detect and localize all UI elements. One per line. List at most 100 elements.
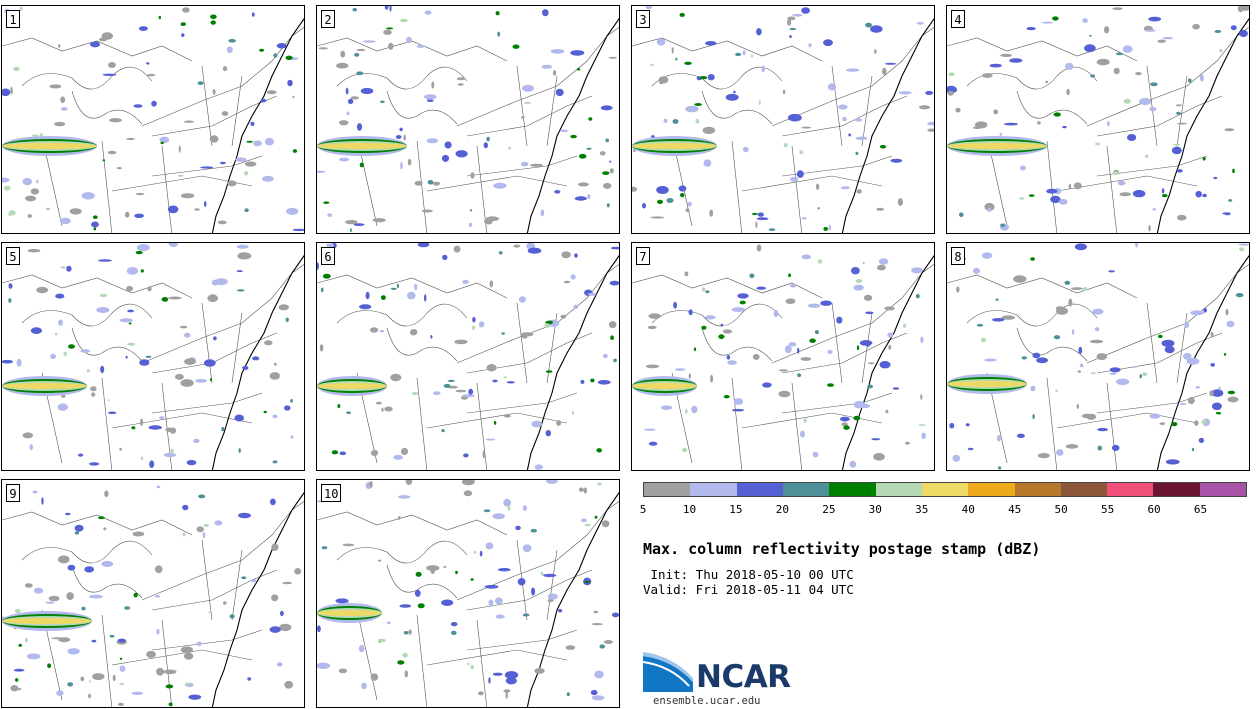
echo-blob <box>360 87 374 95</box>
echo-blob <box>1162 194 1168 198</box>
member-number-label: 8 <box>951 247 965 265</box>
echo-blob <box>558 609 563 613</box>
reflectivity-map <box>317 480 619 707</box>
echo-blob <box>755 221 758 228</box>
echo-blob <box>762 382 772 388</box>
echo-blob <box>921 432 926 439</box>
echo-blob <box>131 426 136 430</box>
echo-blob <box>756 244 762 252</box>
echo-blob <box>594 670 604 679</box>
echo-blob <box>1175 104 1182 107</box>
echo-blob <box>671 47 674 54</box>
echo-blob <box>269 626 281 633</box>
echo-blob <box>159 416 165 420</box>
echo-blob <box>244 161 257 167</box>
echo-blob <box>116 167 122 170</box>
echo-blob <box>101 32 114 40</box>
echo-blob <box>486 364 497 372</box>
echo-blob <box>1081 413 1093 419</box>
echo-blob <box>1188 78 1192 83</box>
echo-blob <box>1084 44 1096 53</box>
echo-blob <box>1239 29 1248 38</box>
echo-blob <box>1203 307 1207 313</box>
echo-blob <box>1165 459 1180 465</box>
echo-blob <box>405 480 413 485</box>
echo-blob <box>145 355 152 358</box>
echo-blob <box>534 668 545 674</box>
echo-blob <box>647 325 657 330</box>
echo-blob <box>271 594 279 602</box>
echo-blob <box>851 267 860 275</box>
echo-blob <box>580 379 585 384</box>
echo-blob <box>1219 48 1223 53</box>
echo-blob <box>359 304 372 310</box>
echo-blob <box>735 52 742 57</box>
echo-blob <box>1230 25 1237 31</box>
echo-blob <box>610 335 614 340</box>
echo-blob <box>414 180 423 186</box>
echo-blob <box>506 381 515 384</box>
echo-blob <box>768 228 776 232</box>
echo-blob <box>494 597 503 605</box>
echo-blob <box>948 72 955 77</box>
echo-blob <box>244 171 249 176</box>
echo-blob <box>214 520 223 526</box>
echo-blob <box>485 216 500 221</box>
echo-blob <box>414 283 418 291</box>
echo-blob <box>347 98 354 105</box>
echo-blob <box>1122 45 1133 53</box>
echo-blob <box>1150 82 1158 87</box>
echo-blob <box>606 203 610 208</box>
echo-blob <box>238 448 241 453</box>
echo-blob <box>722 329 733 334</box>
echo-blob <box>326 243 335 248</box>
echo-blob <box>867 384 873 389</box>
echo-blob <box>396 283 399 289</box>
echo-blob <box>800 430 805 438</box>
echo-blob <box>522 544 532 553</box>
echo-blob <box>1161 188 1165 194</box>
echo-blob <box>680 193 685 198</box>
boundary-line <box>141 27 304 127</box>
echo-blob <box>51 637 66 640</box>
echo-blob <box>119 318 133 323</box>
echo-blob <box>25 195 37 202</box>
echo-blob <box>397 660 405 665</box>
echo-blob <box>1162 36 1174 40</box>
echo-blob <box>390 373 402 382</box>
echo-blob <box>656 186 669 194</box>
echo-blob <box>1046 188 1058 194</box>
echo-blob <box>58 44 61 48</box>
boundary-line <box>426 649 568 666</box>
echo-blob <box>577 68 581 71</box>
echo-blob <box>584 581 591 584</box>
echo-blob <box>888 345 892 350</box>
colorbar-tick: 20 <box>775 503 789 516</box>
echo-blob <box>320 287 324 293</box>
echo-blob <box>701 325 707 330</box>
echo-blob <box>1226 320 1235 328</box>
echo-blob <box>570 274 576 280</box>
echo-blob <box>801 217 807 220</box>
echo-blob <box>797 373 802 377</box>
echo-blob <box>140 269 144 273</box>
echo-blob <box>319 344 324 352</box>
echo-blob <box>210 20 216 25</box>
echo-blob <box>424 94 437 100</box>
colorbar-swatch <box>1060 483 1108 496</box>
echo-blob <box>55 293 65 299</box>
echo-blob <box>1018 197 1025 200</box>
echo-blob <box>1109 372 1117 375</box>
echo-blob <box>588 292 597 296</box>
boundary-line <box>151 629 263 651</box>
echo-blob <box>336 62 349 69</box>
echo-blob <box>126 267 139 275</box>
echo-blob <box>898 91 912 95</box>
echo-blob <box>193 438 200 444</box>
echo-blob <box>817 207 820 210</box>
echo-blob <box>520 161 529 167</box>
echo-blob <box>1133 365 1137 368</box>
member-panel: 9 <box>1 479 305 708</box>
echo-blob <box>395 135 402 139</box>
boundary-line <box>831 65 873 147</box>
